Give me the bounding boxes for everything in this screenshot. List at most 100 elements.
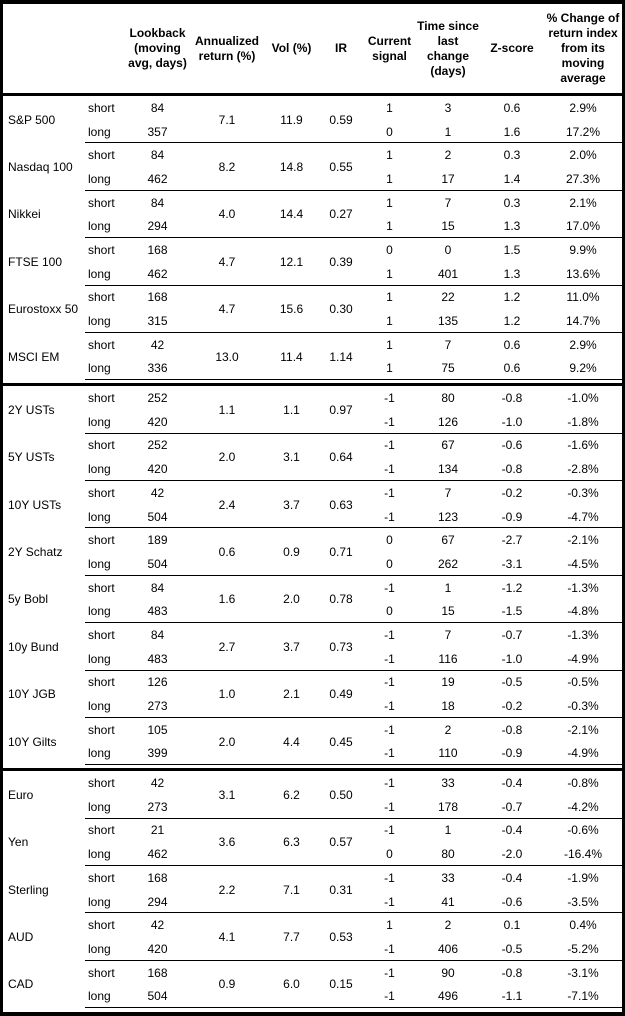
signal-long-value: 1 bbox=[386, 219, 393, 234]
vol-value: 7.1 bbox=[283, 882, 300, 897]
time-since-change-short-value: 7 bbox=[444, 195, 452, 210]
vol-value: 15.6 bbox=[279, 302, 304, 317]
zscore-short-value: -0.7 bbox=[501, 627, 523, 642]
annualized-return-value: 1.1 bbox=[218, 402, 236, 417]
asset-name: 5Y USTs bbox=[8, 450, 55, 465]
time-since-change-short-value: 19 bbox=[441, 675, 455, 690]
col-header-time-since-change: Time since last change (days) bbox=[417, 18, 479, 78]
annualized-return-value: 13.0 bbox=[215, 349, 239, 364]
signal-long-value: -1 bbox=[384, 941, 395, 956]
lookback-long-value: 336 bbox=[147, 361, 168, 376]
pct-change-long-value: 13.6% bbox=[565, 266, 601, 281]
signal-short-value: -1 bbox=[384, 627, 395, 642]
ir-value: 0.31 bbox=[329, 882, 353, 897]
pct-change-long-value: -0.3% bbox=[567, 699, 599, 714]
asset-name: MSCI EM bbox=[8, 349, 60, 364]
time-since-change-short-value: 67 bbox=[441, 438, 455, 453]
zscore-long-value: -0.7 bbox=[501, 799, 523, 814]
horizon-label-long: long bbox=[88, 941, 111, 956]
time-since-change-short-value: 1 bbox=[444, 823, 452, 838]
horizon-label-short: short bbox=[88, 918, 115, 933]
lookback-long-value: 504 bbox=[147, 509, 168, 524]
zscore-long-value: 0.6 bbox=[503, 361, 521, 376]
asset-name: 10Y JGB bbox=[8, 687, 56, 702]
zscore-long-value: -0.9 bbox=[501, 509, 523, 524]
horizon-label-short: short bbox=[88, 823, 115, 838]
ir-value: 0.39 bbox=[329, 254, 353, 269]
pct-change-short-value: 2.1% bbox=[569, 195, 597, 210]
lookback-short-value: 42 bbox=[150, 485, 165, 500]
signal-long-value: 1 bbox=[386, 361, 393, 376]
pct-change-long-value: -4.8% bbox=[567, 604, 599, 619]
pct-change-short-value: -1.0% bbox=[567, 391, 599, 406]
annualized-return-value: 4.0 bbox=[218, 207, 236, 222]
horizon-label-short: short bbox=[88, 485, 115, 500]
signal-long-value: -1 bbox=[384, 799, 395, 814]
signal-long-value: -1 bbox=[384, 462, 395, 477]
pct-change-long-value: -1.8% bbox=[567, 414, 599, 429]
zscore-long-value: -1.0 bbox=[501, 414, 523, 429]
vol-value: 0.9 bbox=[283, 545, 300, 560]
lookback-long-value: 399 bbox=[147, 746, 168, 761]
time-since-change-short-value: 22 bbox=[441, 290, 455, 305]
zscore-short-value: -0.2 bbox=[501, 485, 523, 500]
lookback-short-value: 189 bbox=[147, 533, 168, 548]
pct-change-long-value: -5.2% bbox=[567, 941, 599, 956]
ir-value: 0.45 bbox=[329, 734, 353, 749]
pct-change-short-value: 9.9% bbox=[569, 242, 597, 257]
horizon-label-long: long bbox=[88, 556, 111, 571]
horizon-label-short: short bbox=[88, 337, 115, 352]
col-header-current-signal: Current signal bbox=[367, 33, 412, 63]
table-header-row: Lookback (moving avg, days) Annualized r… bbox=[3, 4, 622, 96]
horizon-label-long: long bbox=[88, 414, 111, 429]
signal-short-value: -1 bbox=[384, 580, 395, 595]
zscore-long-value: -3.1 bbox=[501, 556, 523, 571]
lookback-short-value: 168 bbox=[147, 965, 168, 980]
signal-long-value: -1 bbox=[384, 414, 395, 429]
zscore-long-value: -0.9 bbox=[501, 746, 523, 761]
pct-change-short-value: 2.9% bbox=[569, 100, 597, 115]
lookback-long-value: 462 bbox=[147, 847, 168, 862]
pct-change-long-value: -4.5% bbox=[567, 556, 599, 571]
lookback-short-value: 84 bbox=[150, 148, 165, 163]
zscore-long-value: -0.2 bbox=[501, 699, 523, 714]
pct-change-long-value: 17.2% bbox=[565, 124, 601, 139]
zscore-short-value: -0.6 bbox=[501, 438, 523, 453]
annualized-return-value: 0.6 bbox=[218, 545, 236, 560]
vol-value: 1.1 bbox=[283, 402, 300, 417]
annualized-return-value: 3.1 bbox=[218, 787, 236, 802]
ir-value: 0.71 bbox=[329, 545, 353, 560]
pct-change-short-value: 2.9% bbox=[569, 337, 597, 352]
lookback-long-value: 483 bbox=[147, 651, 168, 666]
zscore-short-value: -1.2 bbox=[501, 580, 523, 595]
time-since-change-short-value: 90 bbox=[441, 965, 455, 980]
lookback-short-value: 126 bbox=[147, 675, 168, 690]
annualized-return-value: 0.9 bbox=[218, 977, 236, 992]
annualized-return-value: 8.2 bbox=[218, 160, 236, 175]
signal-long-value: 1 bbox=[386, 314, 393, 329]
time-since-change-long-value: 123 bbox=[437, 509, 459, 524]
time-since-change-long-value: 178 bbox=[437, 799, 459, 814]
col-header-lookback: Lookback (moving avg, days) bbox=[128, 26, 187, 70]
lookback-short-value: 105 bbox=[147, 722, 168, 737]
horizon-label-long: long bbox=[88, 746, 111, 761]
zscore-short-value: 0.1 bbox=[503, 918, 521, 933]
time-since-change-short-value: 33 bbox=[441, 870, 455, 885]
ir-value: 0.78 bbox=[329, 592, 353, 607]
signal-short-value: -1 bbox=[384, 438, 395, 453]
horizon-label-short: short bbox=[88, 580, 115, 595]
signal-short-value: -1 bbox=[384, 776, 395, 791]
lookback-short-value: 168 bbox=[147, 290, 168, 305]
horizon-label-short: short bbox=[88, 242, 115, 257]
horizon-label-short: short bbox=[88, 627, 115, 642]
ir-value: 0.53 bbox=[329, 930, 353, 945]
lookback-short-value: 21 bbox=[150, 823, 165, 838]
asset-name: 5y Bobl bbox=[8, 592, 49, 607]
lookback-short-value: 84 bbox=[150, 195, 165, 210]
col-header-ir: IR bbox=[335, 41, 347, 55]
zscore-long-value: -1.0 bbox=[501, 651, 523, 666]
zscore-short-value: -0.8 bbox=[501, 722, 523, 737]
asset-row-group: 5Y USTs short long 252 420 2.0 3.1 0.64 … bbox=[3, 434, 622, 482]
pct-change-long-value: 14.7% bbox=[565, 314, 601, 329]
horizon-label-short: short bbox=[88, 870, 115, 885]
